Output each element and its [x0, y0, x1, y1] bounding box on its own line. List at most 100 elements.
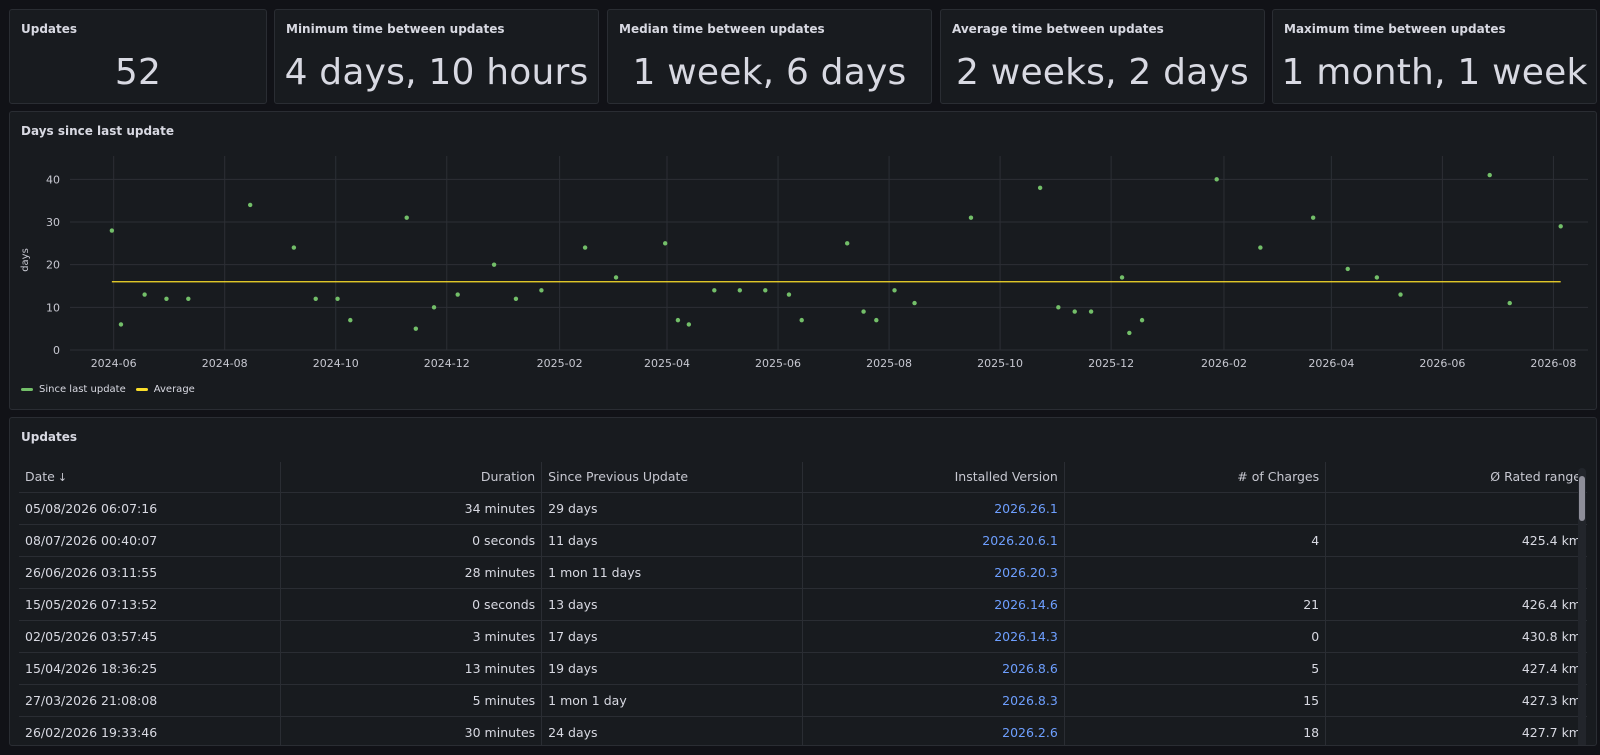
legend-item-average[interactable]: Average [135, 384, 195, 395]
data-point[interactable] [1119, 275, 1125, 280]
data-point[interactable] [737, 288, 743, 293]
data-point[interactable] [413, 326, 419, 331]
version-link[interactable]: 2026.20.6.1 [982, 532, 1058, 548]
data-point[interactable] [1487, 172, 1492, 178]
chart-panel[interactable]: Days since last update 0 10 20 30 40 2024-06… [9, 111, 1597, 410]
cell-installed-version[interactable]: 2026.20.6.1 [802, 523, 1065, 556]
scrollbar-thumb[interactable] [1579, 476, 1585, 521]
data-point[interactable] [968, 215, 974, 220]
data-point[interactable] [513, 296, 519, 301]
data-point[interactable] [763, 288, 768, 293]
data-point[interactable] [912, 300, 917, 306]
cell-installed-version[interactable]: 2026.26.1 [802, 491, 1065, 524]
stat-panel-median-time[interactable]: Median time between updates 1 week, 6 da… [607, 9, 932, 104]
data-point[interactable] [892, 288, 897, 293]
column-header-charges[interactable]: # of Charges [1064, 462, 1327, 492]
cell-installed-version[interactable]: 2026.14.3 [802, 619, 1065, 652]
column-header-rated-range[interactable]: Ø Rated range [1326, 462, 1587, 492]
table-row[interactable]: 02/05/2026 03:57:45 3 minutes 17 days 2026.… [19, 619, 1587, 652]
stat-panel-max-time[interactable]: Maximum time between updates 1 month, 1 … [1272, 9, 1597, 104]
data-point[interactable] [335, 296, 340, 301]
data-point[interactable] [539, 288, 544, 293]
data-point[interactable] [1056, 305, 1061, 310]
data-point[interactable] [491, 262, 497, 267]
version-link[interactable]: 2026.14.6 [994, 596, 1058, 612]
table-row[interactable]: 26/02/2026 19:33:46 30 minutes 24 days 2026… [19, 715, 1587, 745]
data-point[interactable] [291, 245, 297, 250]
version-link[interactable]: 2026.26.1 [994, 500, 1058, 516]
updates-table-panel[interactable]: Updates Date ↓ Duration Since Previous Up… [9, 417, 1597, 746]
data-point[interactable] [675, 317, 681, 323]
stat-panel-updates[interactable]: Updates 52 [9, 9, 267, 104]
data-point[interactable] [1088, 309, 1094, 314]
data-point[interactable] [845, 241, 850, 246]
data-point[interactable] [1037, 185, 1043, 191]
data-point[interactable] [1374, 275, 1380, 280]
column-header-since-previous[interactable]: Since Previous Update [541, 462, 804, 492]
table-scrollbar[interactable] [1578, 468, 1586, 745]
cell-duration: 0 seconds [280, 587, 543, 620]
data-point[interactable] [109, 228, 115, 233]
data-point[interactable] [874, 317, 879, 323]
version-link[interactable]: 2026.8.6 [1002, 660, 1058, 676]
data-point[interactable] [1258, 245, 1263, 250]
column-header-date[interactable]: Date ↓ [19, 462, 281, 492]
data-point[interactable] [1507, 300, 1512, 306]
version-link[interactable]: 2026.8.3 [1002, 692, 1058, 708]
column-header-duration[interactable]: Duration [280, 462, 543, 492]
data-point[interactable] [1127, 330, 1132, 336]
data-point[interactable] [118, 322, 124, 327]
cell-installed-version[interactable]: 2026.20.3 [802, 555, 1065, 588]
data-point[interactable] [582, 245, 588, 250]
data-point[interactable] [1072, 309, 1077, 314]
cell-installed-version[interactable]: 2026.8.6 [802, 651, 1065, 684]
cell-rated-range: 430.8 km [1325, 619, 1587, 652]
data-point[interactable] [712, 288, 717, 293]
data-point[interactable] [455, 292, 460, 297]
column-header-installed-version[interactable]: Installed Version [802, 462, 1065, 492]
table-row[interactable]: 27/03/2026 21:08:08 5 minutes 1 mon 1 day 2… [19, 683, 1587, 716]
legend-item-since-last-update[interactable]: Since last update [21, 384, 126, 395]
table-row[interactable]: 08/07/2026 00:40:07 0 seconds 11 days 2026.… [19, 523, 1587, 556]
stat-panel-average-time[interactable]: Average time between updates 2 weeks, 2 … [940, 9, 1265, 104]
cell-since-previous: 1 mon 1 day [541, 683, 804, 716]
table-row[interactable]: 15/05/2026 07:13:52 0 seconds 13 days 2026.… [19, 587, 1587, 620]
table-row[interactable]: 15/04/2026 18:36:25 13 minutes 19 days 2026… [19, 651, 1587, 684]
cell-duration: 0 seconds [280, 523, 543, 556]
version-link[interactable]: 2026.20.3 [994, 564, 1058, 580]
data-point[interactable] [1214, 177, 1219, 182]
data-point[interactable] [313, 296, 318, 301]
cell-duration: 34 minutes [280, 491, 543, 524]
data-point[interactable] [247, 202, 253, 208]
data-point[interactable] [1139, 317, 1145, 323]
version-link[interactable]: 2026.14.3 [994, 628, 1058, 644]
data-point[interactable] [786, 292, 792, 297]
data-point[interactable] [164, 296, 169, 301]
stat-panel-min-time[interactable]: Minimum time between updates 4 days, 10 … [274, 9, 599, 104]
data-point[interactable] [1398, 292, 1403, 297]
data-point[interactable] [686, 322, 692, 327]
version-link[interactable]: 2026.2.6 [1002, 724, 1058, 740]
x-tick-label: 2025-10 [977, 357, 1023, 370]
cell-text: 24 days [548, 724, 598, 740]
data-point[interactable] [186, 296, 191, 301]
data-point[interactable] [348, 317, 353, 323]
data-point[interactable] [1345, 266, 1350, 272]
table-row[interactable]: 26/06/2026 03:11:55 28 minutes 1 mon 11 da… [19, 555, 1587, 588]
cell-rated-range: 427.7 km [1325, 715, 1587, 745]
cell-installed-version[interactable]: 2026.14.6 [802, 587, 1065, 620]
cell-installed-version[interactable]: 2026.8.3 [802, 683, 1065, 716]
data-point[interactable] [404, 215, 409, 220]
data-point[interactable] [662, 241, 668, 246]
data-point[interactable] [1310, 215, 1316, 220]
table-row[interactable]: 05/08/2026 06:07:16 34 minutes 29 days 2026… [19, 491, 1587, 524]
x-tick-label: 2024-12 [424, 357, 470, 370]
data-point[interactable] [613, 275, 619, 280]
data-point[interactable] [431, 305, 437, 310]
data-point[interactable] [1558, 224, 1563, 229]
data-point[interactable] [142, 292, 147, 297]
cell-installed-version[interactable]: 2026.2.6 [802, 715, 1065, 745]
data-point[interactable] [799, 317, 804, 323]
data-point[interactable] [861, 309, 866, 314]
